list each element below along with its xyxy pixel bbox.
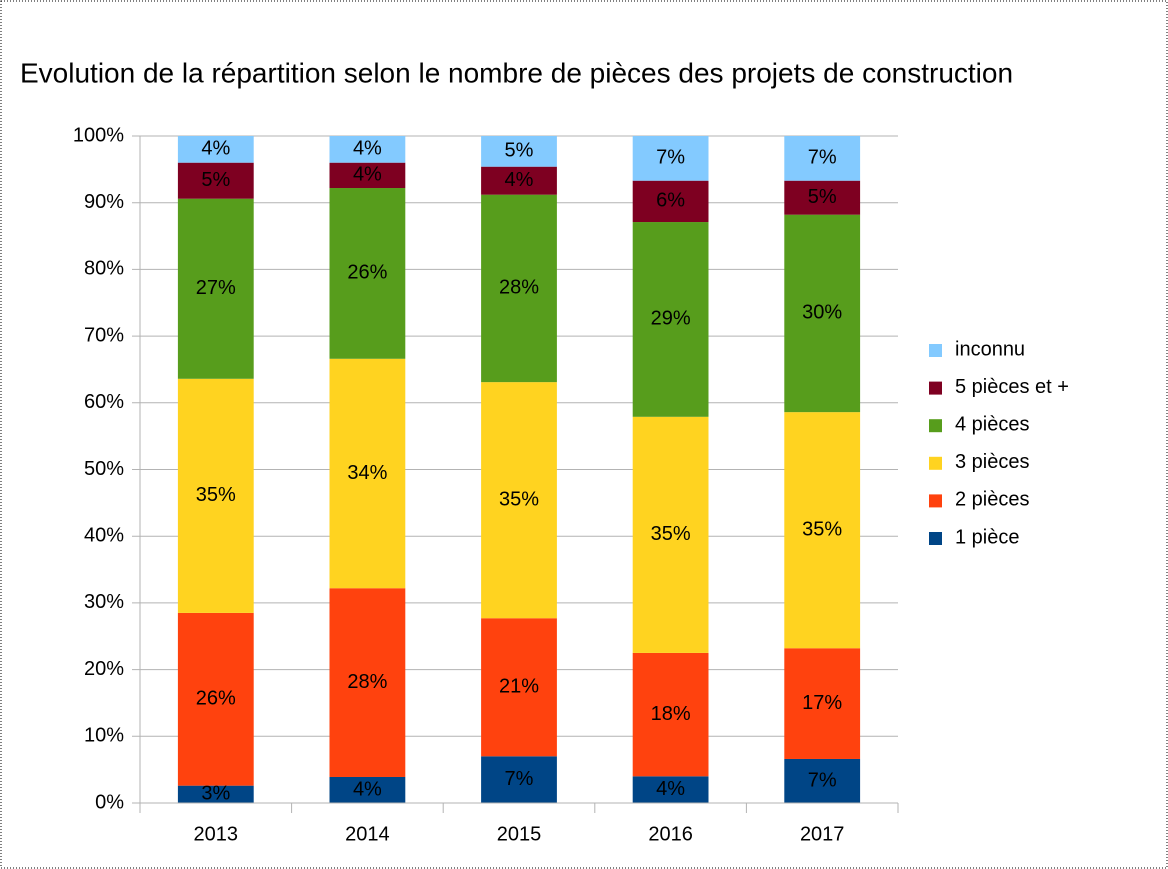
bar-segment <box>632 652 709 777</box>
bar-segment <box>177 612 254 786</box>
legend-swatch <box>929 456 942 470</box>
bar-segment <box>481 618 557 757</box>
data-label: 35% <box>802 518 842 540</box>
data-label: 7% <box>505 768 534 790</box>
bar-segment <box>632 416 709 653</box>
legend-label: 2 pièces <box>955 489 1030 511</box>
x-tick-label: 2014 <box>345 823 390 845</box>
x-tick-label: 2013 <box>194 823 239 845</box>
bar-segment <box>784 412 861 649</box>
bar-segment <box>632 222 709 417</box>
data-label: 4% <box>353 164 382 186</box>
data-label: 34% <box>347 462 387 484</box>
bar-segment <box>329 162 406 189</box>
legend-label: inconnu <box>955 338 1025 360</box>
y-tick-label: 0% <box>95 791 124 813</box>
x-tick-label: 2016 <box>648 823 693 845</box>
data-label: 21% <box>499 676 539 698</box>
data-label: 5% <box>808 186 837 208</box>
data-label: 7% <box>656 147 685 169</box>
chart-title: Evolution de la répartition selon le nom… <box>20 57 1013 88</box>
legend-swatch <box>929 532 942 545</box>
y-tick-label: 30% <box>84 591 124 613</box>
y-tick-label: 100% <box>73 124 124 146</box>
bar-segment <box>481 756 557 803</box>
legend-label: 5 pièces et + <box>955 376 1069 398</box>
bar-segment <box>177 198 254 379</box>
data-label: 35% <box>651 523 691 545</box>
y-tick-label: 80% <box>84 258 124 280</box>
x-tick-label: 2015 <box>497 823 542 845</box>
data-label: 7% <box>808 147 837 169</box>
bar-segment <box>329 358 406 589</box>
bar-segment <box>329 588 406 777</box>
legend-label: 3 pièces <box>955 451 1030 473</box>
bar-segment <box>481 194 557 383</box>
y-tick-label: 70% <box>84 324 124 346</box>
legend-swatch <box>929 419 942 433</box>
data-label: 29% <box>651 308 691 330</box>
bar-segment <box>177 162 254 199</box>
data-label: 3% <box>201 783 230 805</box>
data-label: 4% <box>353 138 382 160</box>
bar-segment <box>784 180 861 215</box>
x-tick-label: 2017 <box>800 823 845 845</box>
bar-segment <box>481 382 557 619</box>
data-label: 18% <box>651 703 691 725</box>
data-label: 4% <box>201 138 230 160</box>
data-label: 4% <box>353 778 382 800</box>
y-tick-label: 50% <box>84 458 124 480</box>
bar-segment <box>784 758 861 803</box>
bar-segment <box>632 136 709 181</box>
data-label: 27% <box>196 277 236 299</box>
bar-segment <box>481 136 557 167</box>
y-tick-label: 40% <box>84 524 124 546</box>
legend-swatch <box>929 381 942 395</box>
data-label: 26% <box>196 688 236 710</box>
bar-segment <box>177 136 254 163</box>
bar-segment <box>784 136 861 181</box>
data-label: 35% <box>196 484 236 506</box>
y-tick-label: 20% <box>84 658 124 680</box>
data-label: 26% <box>347 262 387 284</box>
bar-segment <box>632 776 709 803</box>
data-label: 4% <box>656 778 685 800</box>
bar-segment <box>329 776 406 803</box>
data-label: 28% <box>499 277 539 299</box>
bar-segment <box>784 214 861 413</box>
legend-label: 4 pièces <box>955 413 1030 435</box>
legend-label: 1 pièce <box>955 526 1020 548</box>
data-label: 4% <box>505 169 534 191</box>
bar-segment <box>481 166 557 195</box>
bar-segment <box>177 378 254 613</box>
legend-swatch <box>929 344 942 357</box>
bar-segment <box>329 188 406 359</box>
bar-segment <box>329 136 406 163</box>
y-tick-label: 60% <box>84 391 124 413</box>
data-label: 6% <box>656 190 685 212</box>
y-tick-label: 10% <box>84 725 124 747</box>
bar-segment <box>632 180 709 223</box>
data-label: 30% <box>802 302 842 324</box>
legend-swatch <box>929 494 942 508</box>
data-label: 28% <box>347 671 387 693</box>
data-label: 5% <box>201 169 230 191</box>
bar-segment <box>177 785 254 803</box>
data-label: 5% <box>505 140 534 162</box>
bar-segment <box>784 648 861 759</box>
data-label: 35% <box>499 488 539 510</box>
data-label: 7% <box>808 769 837 791</box>
y-tick-label: 90% <box>84 191 124 213</box>
data-label: 17% <box>802 692 842 714</box>
